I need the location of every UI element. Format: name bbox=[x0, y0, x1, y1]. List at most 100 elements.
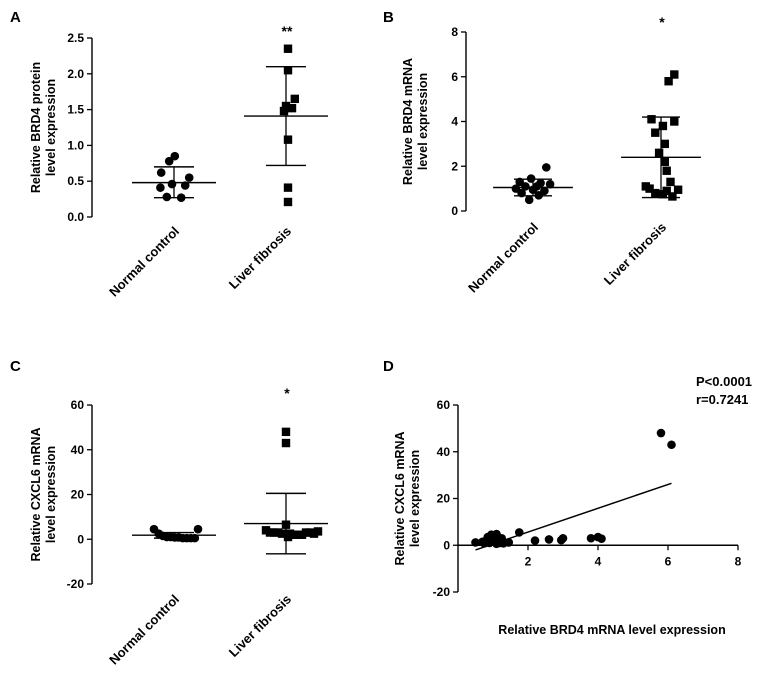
data-point bbox=[662, 166, 671, 175]
data-point bbox=[279, 106, 289, 116]
y-tick-label: 0 bbox=[443, 538, 450, 552]
y-axis-title-line: level expression bbox=[44, 79, 58, 176]
data-point bbox=[283, 66, 293, 75]
y-tick-label: -20 bbox=[433, 585, 451, 599]
data-point bbox=[283, 197, 293, 207]
panel-letter-a: A bbox=[10, 9, 21, 26]
y-axis-title-line: level expression bbox=[408, 450, 422, 547]
category-label: Liver fibrosis bbox=[601, 220, 669, 288]
data-point bbox=[164, 156, 174, 166]
p-value-annotation: P<0.0001 bbox=[696, 374, 752, 389]
y-tick-label: 4 bbox=[451, 115, 458, 129]
y-tick-label: 0.5 bbox=[67, 174, 84, 188]
series-liver-fibrosis bbox=[621, 70, 701, 201]
panel-letter-b: B bbox=[383, 9, 394, 26]
y-tick-label: 60 bbox=[437, 398, 451, 412]
y-axis-title: Relative BRD4 mRNAlevel expression bbox=[401, 58, 430, 185]
panel-a-protein-dotplot: 0.0 0.5 1.0 1.5 2.0 2.5 Relative BRD4 proteinl… bbox=[29, 23, 328, 300]
series-normal-control bbox=[493, 163, 573, 205]
data-point bbox=[597, 534, 606, 544]
data-point bbox=[180, 181, 190, 190]
x-tick-label: 8 bbox=[735, 554, 742, 568]
data-point bbox=[290, 94, 299, 104]
data-point bbox=[673, 185, 683, 194]
panel-b-mrna-dotplot: 0 2 4 6 8 Relative BRD4 mRNAlevel expression N… bbox=[401, 14, 701, 296]
category-label: Normal control bbox=[465, 220, 541, 296]
data-point bbox=[645, 184, 654, 193]
data-point bbox=[658, 121, 668, 131]
data-point bbox=[651, 128, 660, 137]
series-liver-fibrosis bbox=[244, 427, 328, 555]
panel-d-correlation-scatter: -20 0 20 40 60 Relative CXCL6 mRNAlevel expre… bbox=[393, 374, 752, 637]
category-label: Liver fibrosis bbox=[226, 224, 294, 292]
y-tick-label: 8 bbox=[451, 25, 458, 39]
y-axis-title-line: Relative CXCL6 mRNA bbox=[393, 431, 407, 565]
category-label: Normal control bbox=[106, 224, 182, 300]
significance-label: * bbox=[659, 14, 665, 30]
data-point bbox=[170, 151, 180, 161]
data-point bbox=[670, 70, 679, 79]
data-point bbox=[668, 192, 677, 201]
data-point bbox=[184, 173, 194, 182]
y-tick-label: 20 bbox=[437, 492, 451, 506]
y-tick-label: 40 bbox=[71, 443, 85, 457]
significance-label: ** bbox=[282, 23, 293, 39]
data-point bbox=[193, 524, 203, 534]
y-tick-label: 60 bbox=[71, 398, 85, 412]
y-axis-title: Relative CXCL6 mRNAlevel expression bbox=[393, 431, 422, 565]
y-axis-title-line: level expression bbox=[416, 73, 430, 170]
y-tick-label: 1.5 bbox=[67, 103, 84, 117]
data-point bbox=[156, 168, 166, 177]
y-tick-label: 40 bbox=[437, 445, 451, 459]
data-point bbox=[524, 195, 534, 205]
data-point bbox=[558, 533, 568, 543]
data-point bbox=[664, 77, 673, 86]
data-point bbox=[190, 533, 200, 543]
data-point bbox=[667, 440, 676, 450]
data-point bbox=[277, 529, 287, 538]
scatter-points bbox=[471, 428, 676, 549]
data-point bbox=[283, 135, 293, 144]
data-point bbox=[162, 192, 172, 202]
series-liver-fibrosis bbox=[244, 44, 328, 207]
data-point bbox=[156, 183, 165, 192]
x-tick-label: 6 bbox=[665, 554, 672, 568]
y-tick-label: 2.0 bbox=[67, 67, 84, 81]
data-point bbox=[670, 117, 679, 126]
data-point bbox=[283, 183, 293, 192]
data-point bbox=[666, 177, 675, 187]
y-tick-label: 0 bbox=[451, 204, 458, 218]
y-axis-title-line: Relative CXCL6 mRNA bbox=[29, 427, 43, 561]
data-point bbox=[658, 190, 668, 199]
data-point bbox=[283, 532, 293, 542]
data-point bbox=[504, 538, 514, 547]
data-point bbox=[287, 103, 297, 113]
y-axis-title: Relative BRD4 proteinlevel expression bbox=[29, 62, 58, 193]
y-axis-title-line: Relative BRD4 protein bbox=[29, 62, 43, 193]
y-tick-label: 2 bbox=[451, 159, 458, 173]
regression-line bbox=[475, 482, 672, 551]
data-point bbox=[647, 115, 656, 124]
data-point bbox=[544, 535, 554, 544]
y-tick-label: -20 bbox=[67, 577, 85, 591]
category-label: Liver fibrosis bbox=[226, 592, 294, 660]
data-point bbox=[654, 148, 664, 158]
data-point bbox=[281, 427, 291, 437]
data-point bbox=[167, 179, 177, 189]
y-tick-label: 1.0 bbox=[67, 138, 84, 152]
y-tick-label: 20 bbox=[71, 488, 85, 502]
panel-c-cxcl6-dotplot: -20 0 20 40 60 Relative CXCL6 mRNAlevel expre… bbox=[29, 385, 328, 668]
data-point bbox=[651, 188, 660, 198]
data-point bbox=[656, 428, 666, 438]
series-normal-control bbox=[132, 151, 216, 202]
data-point bbox=[530, 536, 540, 545]
y-tick-label: 0 bbox=[77, 532, 84, 546]
y-axis-title: Relative CXCL6 mRNAlevel expression bbox=[29, 427, 58, 561]
y-tick-label: 2.5 bbox=[67, 31, 84, 45]
series-normal-control bbox=[132, 524, 216, 543]
y-tick-label: 6 bbox=[451, 70, 458, 84]
data-point bbox=[586, 533, 596, 543]
x-tick-label: 2 bbox=[525, 554, 532, 568]
panel-letter-c: C bbox=[10, 358, 21, 375]
